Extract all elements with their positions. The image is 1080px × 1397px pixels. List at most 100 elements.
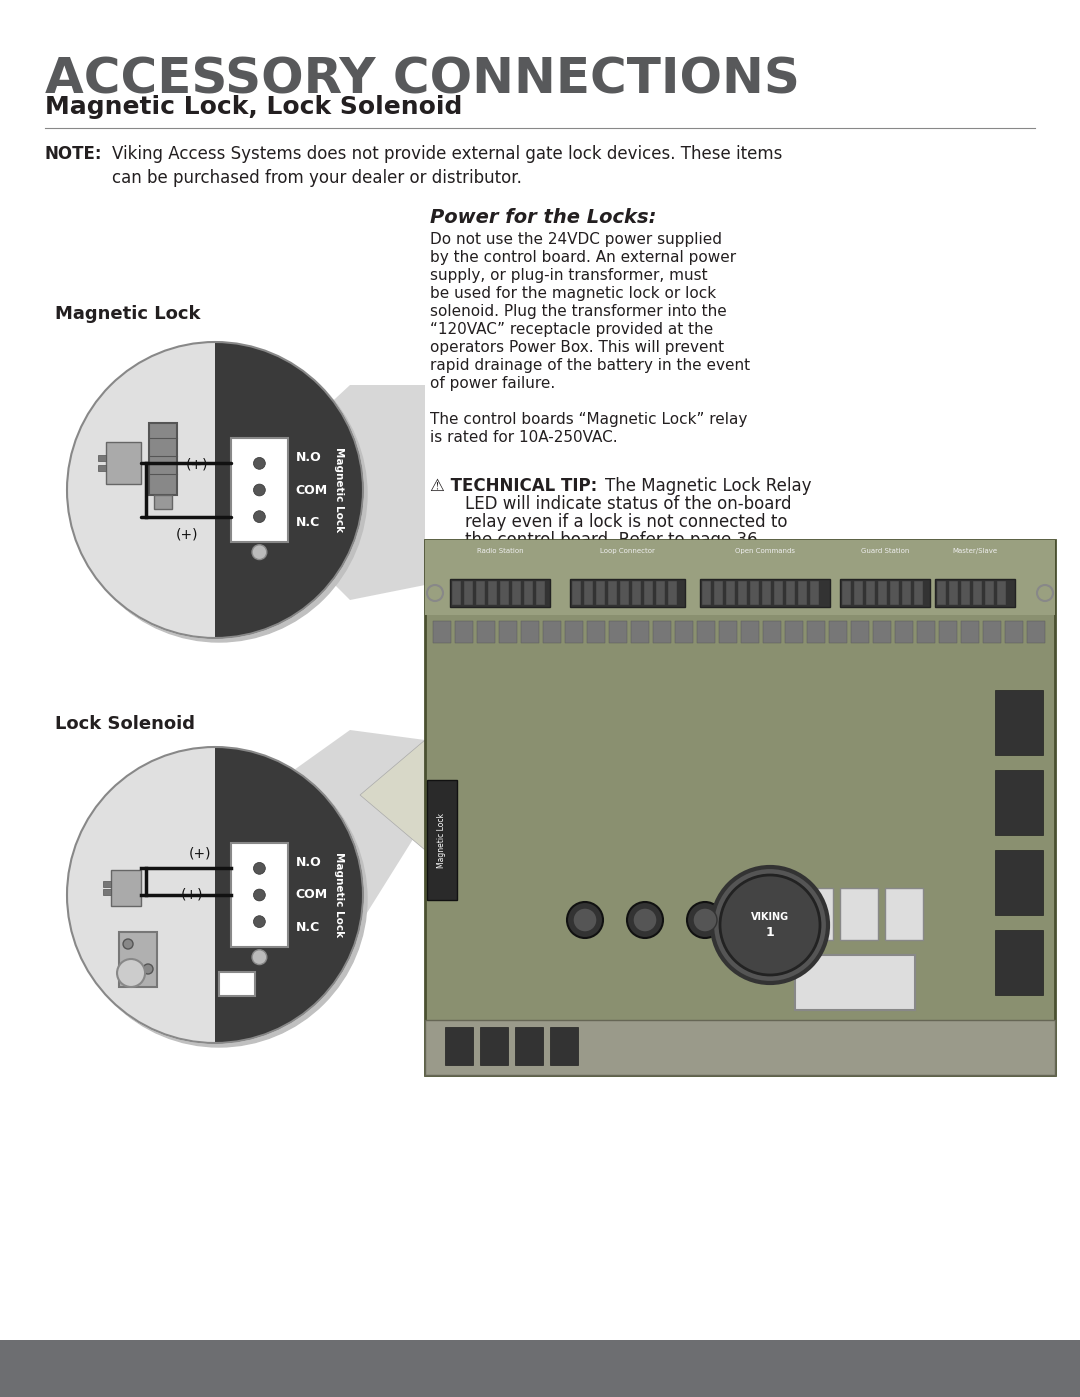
Circle shape <box>254 862 266 875</box>
Circle shape <box>254 457 266 469</box>
FancyBboxPatch shape <box>1005 622 1023 643</box>
FancyBboxPatch shape <box>584 581 593 605</box>
Text: solenoid. Plug the transformer into the: solenoid. Plug the transformer into the <box>430 305 727 319</box>
FancyBboxPatch shape <box>949 581 958 605</box>
Text: Loop Connector: Loop Connector <box>600 548 654 555</box>
FancyBboxPatch shape <box>653 622 671 643</box>
FancyBboxPatch shape <box>97 465 106 471</box>
Text: Viking Access Systems does not provide external gate lock devices. These items
c: Viking Access Systems does not provide e… <box>112 145 782 187</box>
Text: VIKING TECHNICAL SUPPORT 1.800.908.0884: VIKING TECHNICAL SUPPORT 1.800.908.0884 <box>683 1362 1035 1376</box>
Circle shape <box>254 485 266 496</box>
FancyBboxPatch shape <box>0 1340 1080 1397</box>
FancyBboxPatch shape <box>738 581 747 605</box>
Text: (+): (+) <box>186 458 208 472</box>
FancyBboxPatch shape <box>719 622 737 643</box>
FancyBboxPatch shape <box>427 780 457 900</box>
FancyBboxPatch shape <box>609 622 627 643</box>
FancyBboxPatch shape <box>878 581 887 605</box>
FancyBboxPatch shape <box>973 581 982 605</box>
Text: Open Commands: Open Commands <box>735 548 795 555</box>
FancyBboxPatch shape <box>445 1027 473 1065</box>
Wedge shape <box>215 342 363 638</box>
FancyBboxPatch shape <box>464 581 473 605</box>
FancyBboxPatch shape <box>97 455 106 461</box>
FancyBboxPatch shape <box>885 888 923 940</box>
Text: ACCESSORY CONNECTIONS: ACCESSORY CONNECTIONS <box>45 54 800 103</box>
FancyBboxPatch shape <box>455 622 473 643</box>
FancyBboxPatch shape <box>512 581 521 605</box>
FancyBboxPatch shape <box>873 622 891 643</box>
FancyBboxPatch shape <box>620 581 629 605</box>
Wedge shape <box>67 747 215 1044</box>
Circle shape <box>71 346 367 643</box>
Circle shape <box>252 545 267 560</box>
FancyBboxPatch shape <box>997 581 1005 605</box>
FancyBboxPatch shape <box>774 581 783 605</box>
Text: of power failure.: of power failure. <box>430 376 555 391</box>
Circle shape <box>123 939 133 949</box>
FancyBboxPatch shape <box>937 581 946 605</box>
Text: (+): (+) <box>189 847 212 861</box>
FancyBboxPatch shape <box>572 581 581 605</box>
Circle shape <box>720 875 820 975</box>
FancyBboxPatch shape <box>961 581 970 605</box>
FancyBboxPatch shape <box>521 622 539 643</box>
Text: “120VAC” receptacle provided at the: “120VAC” receptacle provided at the <box>430 321 713 337</box>
FancyBboxPatch shape <box>985 581 994 605</box>
FancyBboxPatch shape <box>914 581 923 605</box>
FancyBboxPatch shape <box>995 690 1043 754</box>
Text: 34: 34 <box>45 1358 76 1379</box>
FancyBboxPatch shape <box>995 849 1043 915</box>
FancyBboxPatch shape <box>669 581 677 605</box>
Circle shape <box>67 747 363 1044</box>
Circle shape <box>254 888 266 901</box>
FancyBboxPatch shape <box>644 581 653 605</box>
Text: N.C: N.C <box>296 921 320 935</box>
Circle shape <box>753 908 777 932</box>
FancyBboxPatch shape <box>524 581 534 605</box>
Text: NOTE:: NOTE: <box>45 145 103 163</box>
FancyBboxPatch shape <box>840 578 930 608</box>
FancyBboxPatch shape <box>895 622 913 643</box>
FancyBboxPatch shape <box>1027 622 1045 643</box>
Wedge shape <box>67 342 215 638</box>
FancyBboxPatch shape <box>488 581 497 605</box>
FancyBboxPatch shape <box>500 581 509 605</box>
Circle shape <box>252 950 267 964</box>
Text: Master/Slave: Master/Slave <box>953 548 998 555</box>
FancyBboxPatch shape <box>675 622 693 643</box>
Text: LED will indicate status of the on-board: LED will indicate status of the on-board <box>465 495 792 513</box>
FancyBboxPatch shape <box>807 622 825 643</box>
FancyBboxPatch shape <box>785 622 804 643</box>
Circle shape <box>254 915 266 928</box>
FancyBboxPatch shape <box>842 581 851 605</box>
FancyBboxPatch shape <box>810 581 819 605</box>
FancyBboxPatch shape <box>450 578 550 608</box>
FancyBboxPatch shape <box>480 1027 508 1065</box>
Text: N.O: N.O <box>296 451 321 464</box>
Text: rapid drainage of the battery in the event: rapid drainage of the battery in the eve… <box>430 358 751 373</box>
FancyBboxPatch shape <box>995 930 1043 995</box>
FancyBboxPatch shape <box>149 423 177 496</box>
FancyBboxPatch shape <box>851 622 869 643</box>
FancyBboxPatch shape <box>702 581 711 605</box>
Text: The Magnetic Lock Relay: The Magnetic Lock Relay <box>605 476 811 495</box>
Circle shape <box>693 908 717 932</box>
FancyBboxPatch shape <box>426 541 1055 615</box>
FancyBboxPatch shape <box>798 581 807 605</box>
Circle shape <box>627 902 663 937</box>
FancyBboxPatch shape <box>608 581 617 605</box>
FancyBboxPatch shape <box>917 622 935 643</box>
Text: N.O: N.O <box>296 856 321 869</box>
Text: Magnetic Lock: Magnetic Lock <box>335 852 345 937</box>
FancyBboxPatch shape <box>476 581 485 605</box>
Text: 1: 1 <box>766 926 774 940</box>
Circle shape <box>254 511 266 522</box>
FancyBboxPatch shape <box>154 496 172 510</box>
Wedge shape <box>215 747 363 1044</box>
Circle shape <box>687 902 723 937</box>
Text: (+): (+) <box>181 888 203 902</box>
FancyBboxPatch shape <box>515 1027 543 1065</box>
Text: COM: COM <box>296 483 327 496</box>
Text: (+): (+) <box>176 528 199 542</box>
